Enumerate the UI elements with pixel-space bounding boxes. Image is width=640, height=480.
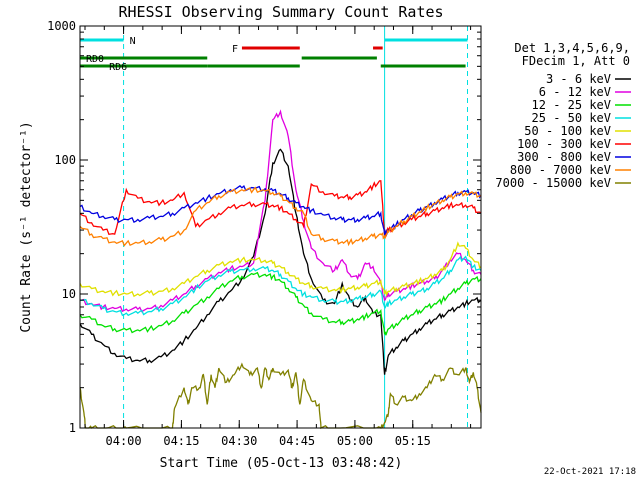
x-tick-label: 05:00 xyxy=(337,434,373,448)
series-line xyxy=(79,255,482,317)
y-axis: 1 10 100 1000 xyxy=(47,19,481,435)
legend-entry-label: 100 - 300 keV xyxy=(517,137,611,151)
x-tick-label: 05:15 xyxy=(395,434,431,448)
chart-title: RHESSI Observing Summary Count Rates xyxy=(118,3,443,21)
series-line xyxy=(79,180,482,237)
legend-entry-label: 800 - 7000 keV xyxy=(510,163,611,177)
y-tick-label: 100 xyxy=(54,153,76,167)
series-line xyxy=(79,148,482,375)
flag-label: F xyxy=(232,44,238,55)
x-axis: 04:00 04:15 04:30 04:45 05:00 05:15 xyxy=(84,26,472,448)
flag-label: RD6 xyxy=(109,62,127,73)
x-tick-label: 04:15 xyxy=(163,434,199,448)
x-tick-label: 04:00 xyxy=(106,434,142,448)
flag-label: N xyxy=(130,36,136,47)
flag-label: RD0 xyxy=(86,54,104,65)
series-line xyxy=(79,186,482,247)
legend-entry-label: 25 - 50 keV xyxy=(532,111,611,125)
series-line xyxy=(79,241,482,298)
legend-entry-label: 12 - 25 keV xyxy=(532,98,611,112)
legend-header-line-1: Det 1,3,4,5,6,9, xyxy=(514,41,630,55)
legend-entry-label: 7000 - 15000 keV xyxy=(495,176,611,190)
y-tick-label: 1 xyxy=(69,421,76,435)
y-axis-label: Count Rate (s⁻¹ detector⁻¹) xyxy=(19,121,34,332)
legend-entry-label: 50 - 100 keV xyxy=(524,124,611,138)
x-axis-label: Start Time (05-Oct-13 03:48:42) xyxy=(160,456,403,471)
legend-entry-label: 300 - 800 keV xyxy=(517,150,611,164)
series-line xyxy=(79,109,482,313)
y-tick-label: 1000 xyxy=(47,19,76,33)
plot-frame xyxy=(79,25,482,429)
legend: Det 1,3,4,5,6,9, FDecim 1, Att 0 3 - 6 k… xyxy=(495,41,631,190)
series-line xyxy=(79,185,482,238)
x-tick-label: 04:30 xyxy=(221,434,257,448)
plot-area: N F RD0 RD6 xyxy=(79,26,482,430)
series-line xyxy=(79,271,482,336)
y-tick-label: 10 xyxy=(62,287,76,301)
x-tick-label: 04:45 xyxy=(279,434,315,448)
legend-entry-label: 6 - 12 keV xyxy=(539,85,611,99)
legend-entry-label: 3 - 6 keV xyxy=(546,72,611,86)
legend-header-line-2: FDecim 1, Att 0 xyxy=(522,54,630,68)
series-line xyxy=(79,362,482,430)
footer-date: 22-Oct-2021 17:18 xyxy=(544,467,636,477)
